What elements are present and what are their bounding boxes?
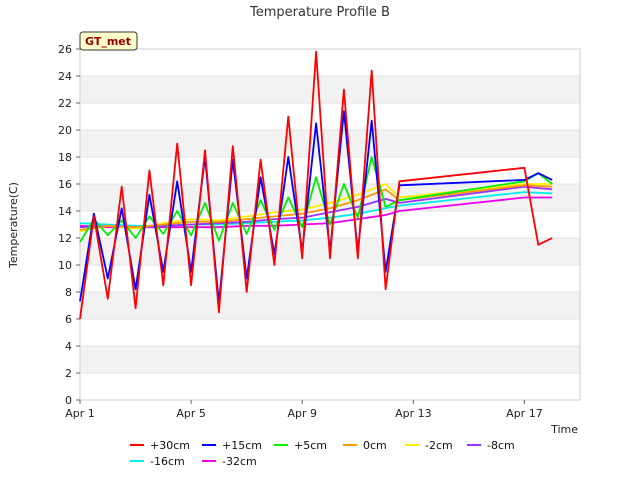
legend-item: -2cm bbox=[405, 439, 453, 452]
y-tick-label: 0 bbox=[65, 394, 72, 407]
y-tick-label: 26 bbox=[58, 43, 72, 56]
grid-band bbox=[80, 346, 580, 373]
x-tick-label: Apr 13 bbox=[395, 407, 432, 420]
y-tick-label: 14 bbox=[58, 205, 72, 218]
plot-area-border bbox=[79, 48, 581, 401]
grid-band bbox=[80, 103, 580, 130]
x-axis-title: Time bbox=[550, 423, 578, 436]
legend-label: -32cm bbox=[222, 455, 257, 468]
y-tick-label: 2 bbox=[65, 367, 72, 380]
grid-band bbox=[80, 49, 580, 76]
series-line-30cm bbox=[79, 50, 553, 320]
legend-label: -16cm bbox=[150, 455, 185, 468]
y-tick-label: 10 bbox=[58, 259, 72, 272]
legend-item: -16cm bbox=[130, 455, 185, 468]
x-tick-label: Apr 1 bbox=[65, 407, 95, 420]
y-tick-label: 18 bbox=[58, 151, 72, 164]
y-axis-title: Temperature(C) bbox=[7, 182, 20, 269]
y-tick-label: 24 bbox=[58, 70, 72, 83]
legend-label: +30cm bbox=[150, 439, 190, 452]
legend: +30cm +15cm +5cm 0cm -2cm -8cm -16cm -32cm bbox=[130, 439, 515, 468]
annotation-badge: GT_met bbox=[79, 31, 138, 51]
legend-label: 0cm bbox=[363, 439, 387, 452]
annotation-box bbox=[79, 31, 138, 51]
legend-item: -32cm bbox=[202, 455, 257, 468]
grid-band bbox=[80, 130, 580, 157]
x-tick-label: Apr 5 bbox=[176, 407, 206, 420]
legend-label: -8cm bbox=[487, 439, 515, 452]
grid-band bbox=[80, 373, 580, 400]
series-line-5cm bbox=[79, 156, 553, 243]
grid-band bbox=[80, 319, 580, 346]
y-tick-label: 22 bbox=[58, 97, 72, 110]
series-layer bbox=[79, 50, 553, 320]
x-tick-label: Apr 17 bbox=[506, 407, 543, 420]
legend-label: -2cm bbox=[425, 439, 453, 452]
legend-item: +30cm bbox=[130, 439, 190, 452]
grid-band bbox=[80, 292, 580, 319]
x-tick-label: Apr 9 bbox=[287, 407, 317, 420]
x-axis-ticks: Apr 1 Apr 5 Apr 9 Apr 13 Apr 17 bbox=[65, 400, 543, 420]
y-tick-label: 8 bbox=[65, 286, 72, 299]
legend-item: +15cm bbox=[202, 439, 262, 452]
legend-item: -8cm bbox=[467, 439, 515, 452]
chart-title: Temperature Profile B bbox=[249, 5, 390, 20]
grid-band bbox=[80, 265, 580, 292]
legend-item: +5cm bbox=[274, 439, 327, 452]
legend-item: 0cm bbox=[343, 439, 387, 452]
grid-band bbox=[80, 76, 580, 103]
y-tick-label: 12 bbox=[58, 232, 72, 245]
y-tick-label: 4 bbox=[65, 340, 72, 353]
y-tick-label: 16 bbox=[58, 178, 72, 191]
annotation-label: GT_met bbox=[85, 35, 131, 48]
legend-label: +15cm bbox=[222, 439, 262, 452]
y-tick-label: 20 bbox=[58, 124, 72, 137]
legend-label: +5cm bbox=[294, 439, 327, 452]
y-tick-label: 6 bbox=[65, 313, 72, 326]
